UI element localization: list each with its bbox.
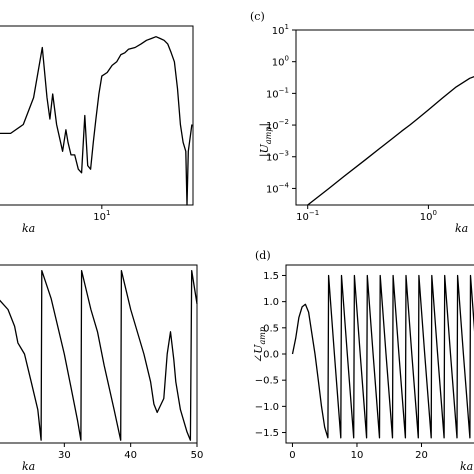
panel-d-ytick-label: −0.5: [255, 376, 279, 387]
panel-c-frame: [295, 29, 474, 206]
panel-d-xtick-label: 10: [351, 450, 364, 461]
panel-a: 101 ka: [0, 25, 194, 235]
panel-c-tag: (c): [250, 10, 265, 23]
panel-d-tag: (d): [255, 249, 271, 262]
panel-d-ytick-label: 1.5: [263, 271, 279, 282]
panel-c-xtick-label: 10−1: [296, 209, 319, 223]
panel-d-xtick-label: 0: [289, 450, 295, 461]
panel-c-xtick-label: 100: [420, 209, 437, 223]
panel-b-xtick-label: 30: [58, 450, 71, 461]
panel-b-xtick-label: 40: [124, 450, 137, 461]
panel-a-xlabel: ka: [22, 222, 35, 235]
panel-c-ylabel: |Uamp|: [258, 123, 273, 157]
panel-d: 0 10 20 1.5 1.0 0.5 0.0 −0.5 −1.0 −1.5 (d) ka ∠Ua…: [252, 249, 474, 473]
panel-d-ytick-label: 0.5: [263, 323, 279, 334]
panel-d-xtick-label: 20: [415, 450, 428, 461]
svg-text:∠Uamp: ∠Uamp: [252, 327, 267, 363]
panel-d-series-line: [291, 274, 474, 439]
panel-d-ylabel: ∠Uamp: [252, 327, 267, 363]
panel-b-xtick-label: 50: [191, 450, 204, 461]
panel-c-series-line: [307, 76, 474, 206]
panel-d-ytick-label: −1.5: [255, 428, 279, 439]
panel-c-ytick-label: 10−1: [266, 86, 289, 100]
panel-d-ytick-label: 1.0: [263, 297, 279, 308]
panel-c-ytick-label: 101: [272, 23, 289, 37]
svg-text:|Uamp|: |Uamp|: [258, 123, 273, 157]
panel-d-xlabel: ka: [460, 460, 473, 473]
panel-b-xlabel: ka: [22, 460, 35, 473]
panel-d-ytick-label: 0.0: [263, 350, 279, 361]
panel-c-ytick-label: 100: [272, 55, 289, 69]
panel-d-ytick-label: −1.0: [255, 402, 279, 413]
panel-a-series-line: [0, 36, 193, 206]
panel-b: 30 40 50 ka: [0, 264, 204, 473]
panel-b-series-line: [0, 269, 198, 441]
panel-a-xtick-label: 101: [93, 209, 110, 223]
panel-a-frame: [0, 25, 194, 206]
panel-c-ytick-label: 10−4: [266, 181, 290, 195]
panel-b-frame: [0, 264, 198, 444]
panel-c-xlabel: ka: [455, 222, 468, 235]
